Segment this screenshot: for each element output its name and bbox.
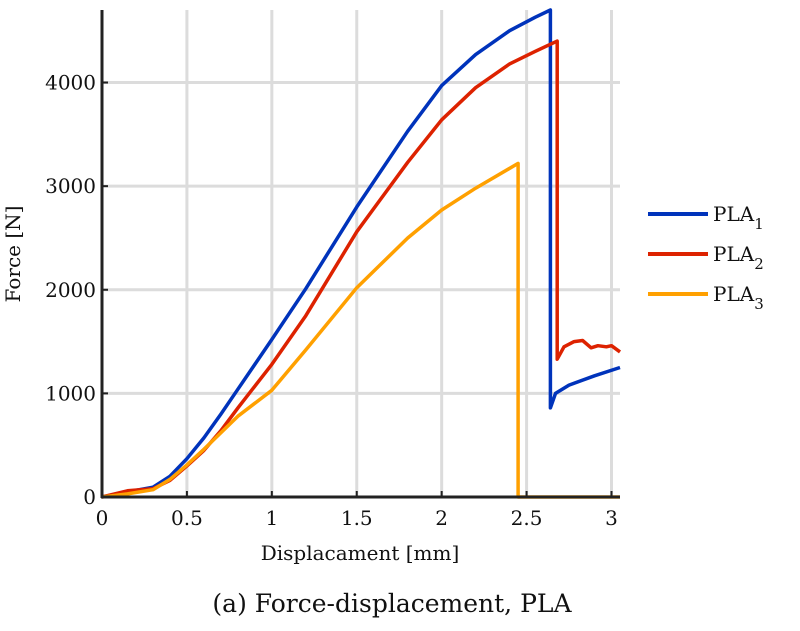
y-axis-label: Force [N] [1, 206, 25, 303]
x-tick-label: 3 [605, 506, 618, 530]
x-tick-label: 1.5 [341, 506, 373, 530]
x-tick-label: 2.5 [511, 506, 543, 530]
series-line-pla3 [101, 161, 620, 499]
series-line-pla2 [101, 39, 622, 499]
x-tick-labels: 0 0.5 1 1.5 2 2.5 3 [96, 506, 618, 530]
series-lines [101, 8, 622, 499]
legend-label: PLA1 [713, 202, 764, 233]
grid [102, 10, 620, 497]
x-axis-label: Displacament [mm] [261, 541, 460, 565]
y-tick-label: 2000 [45, 278, 96, 302]
x-tick-label: 0 [96, 506, 109, 530]
series-line-pla1 [101, 8, 621, 499]
y-tick-labels: 0 1000 2000 3000 4000 [45, 71, 96, 509]
x-tick-label: 0.5 [171, 506, 203, 530]
legend: PLA1 PLA2 PLA3 [648, 202, 764, 313]
x-tick-label: 2 [435, 506, 448, 530]
y-tick-label: 3000 [45, 174, 96, 198]
x-tick-label: 1 [265, 506, 278, 530]
y-tick-label: 0 [83, 485, 96, 509]
legend-label: PLA2 [713, 242, 764, 273]
y-tick-label: 4000 [45, 71, 96, 95]
y-tick-label: 1000 [45, 381, 96, 405]
axes [100, 10, 620, 499]
legend-label: PLA3 [713, 282, 764, 313]
figure-caption: (a) Force-displacement, PLA [212, 589, 572, 618]
